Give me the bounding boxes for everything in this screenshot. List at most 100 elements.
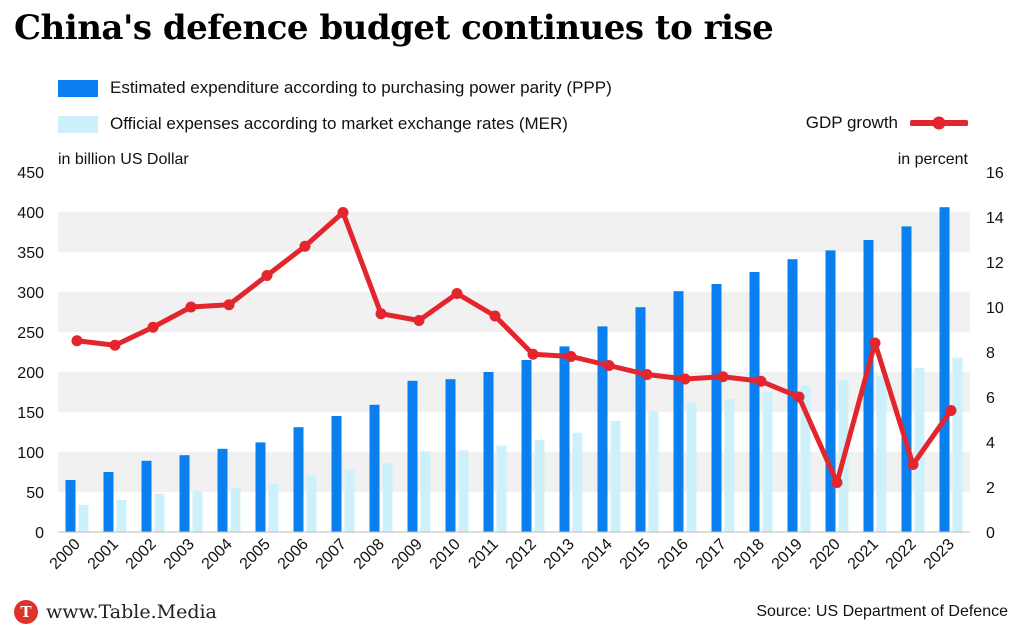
y-tick-label: 0: [35, 525, 44, 542]
bar-mer: [534, 440, 545, 532]
bar-ppp: [901, 226, 912, 532]
y2-tick-label: 6: [986, 390, 995, 407]
gdp-point: [413, 315, 425, 326]
bar-ppp: [521, 360, 532, 532]
bar-ppp: [293, 427, 304, 532]
gdp-point: [641, 369, 653, 380]
grid-band: [58, 372, 970, 412]
gdp-point: [185, 301, 197, 313]
bar-ppp: [369, 404, 380, 532]
y2-tick-label: 8: [986, 345, 995, 362]
y-tick-label: 200: [17, 365, 44, 382]
y-tick-label: 150: [17, 405, 44, 422]
gdp-point: [831, 477, 843, 488]
bar-mer: [78, 504, 89, 532]
bar-mer: [648, 411, 659, 532]
bar-mer: [724, 399, 735, 532]
bar-mer: [914, 368, 925, 532]
y2-tick-label: 10: [986, 300, 1004, 317]
x-tick-label: 2011: [465, 536, 501, 572]
gdp-point: [603, 360, 615, 371]
gdp-point: [71, 335, 83, 347]
bar-mer: [800, 385, 811, 532]
bar-ppp: [217, 448, 228, 532]
bar-ppp: [711, 284, 722, 532]
bar-ppp: [483, 372, 494, 532]
x-tick-label: 2021: [845, 536, 882, 573]
bar-mer: [306, 475, 317, 532]
gdp-point: [375, 308, 387, 320]
gdp-point: [527, 348, 539, 360]
x-tick-label: 2005: [237, 536, 274, 573]
gdp-point: [565, 351, 577, 362]
bar-ppp: [445, 379, 456, 532]
x-tick-label: 2020: [807, 536, 844, 573]
bar-mer: [192, 491, 203, 532]
bar-mer: [952, 357, 963, 532]
brand: T www.Table.Media: [14, 600, 217, 624]
gdp-point: [223, 299, 235, 311]
y2-tick-label: 4: [986, 435, 995, 452]
x-tick-label: 2016: [655, 536, 692, 573]
bar-mer: [382, 463, 393, 532]
y-tick-label: 400: [17, 205, 44, 222]
legend-label-gdp: GDP growth: [805, 113, 898, 132]
bar-ppp: [65, 480, 76, 532]
legend-label-ppp: Estimated expenditure according to purch…: [110, 78, 612, 97]
y-tick-label: 450: [17, 165, 44, 182]
x-tick-label: 2019: [769, 536, 806, 573]
grid-band: [58, 292, 970, 332]
bar-mer: [268, 484, 279, 532]
gdp-point: [261, 270, 273, 281]
bar-mer: [762, 392, 773, 532]
bar-mer: [154, 493, 165, 532]
bar-mer: [420, 451, 431, 532]
bar-ppp: [825, 250, 836, 532]
bar-mer: [876, 376, 887, 532]
y-tick-label: 100: [17, 445, 44, 462]
x-tick-label: 2002: [123, 536, 160, 573]
bar-ppp: [559, 346, 570, 532]
bar-mer: [344, 469, 355, 532]
bar-ppp: [863, 240, 874, 532]
x-tick-label: 2015: [617, 536, 654, 573]
gdp-point: [451, 288, 463, 299]
y2-tick-label: 14: [986, 210, 1004, 227]
x-tick-label: 2006: [275, 536, 312, 573]
legend-label-mer: Official expenses according to market ex…: [110, 114, 568, 133]
gdp-point: [489, 310, 501, 322]
gdp-point: [869, 337, 881, 349]
bar-ppp: [597, 326, 608, 532]
y2-tick-label: 0: [986, 525, 995, 542]
bar-ppp: [103, 472, 114, 532]
bar-mer: [572, 432, 583, 532]
legend-line-gdp: [910, 116, 968, 130]
gdp-point: [109, 339, 121, 351]
gdp-point: [793, 391, 805, 403]
bar-mer: [610, 420, 621, 532]
y-tick-label: 300: [17, 285, 44, 302]
legend-swatch-mer: [58, 115, 98, 133]
bar-mer: [686, 402, 697, 532]
x-tick-label: 2004: [199, 536, 236, 573]
bar-mer: [496, 445, 507, 532]
y2-tick-label: 2: [986, 480, 995, 497]
source-note: Source: US Department of Defence: [756, 603, 1008, 620]
x-tick-label: 2012: [503, 536, 540, 573]
x-tick-label: 2003: [161, 536, 198, 573]
gdp-point: [755, 375, 767, 387]
bar-ppp: [179, 455, 190, 532]
bar-ppp: [635, 307, 646, 532]
y-tick-label: 50: [26, 485, 44, 502]
x-tick-label: 2008: [351, 536, 388, 573]
x-tick-label: 2009: [389, 536, 426, 573]
gdp-point: [945, 405, 957, 416]
bar-ppp: [255, 442, 266, 532]
x-tick-label: 2014: [579, 536, 616, 573]
left-axis-title: in billion US Dollar: [58, 151, 189, 168]
legend-item-mer: Official expenses according to market ex…: [58, 114, 568, 134]
gdp-point: [299, 240, 311, 252]
bar-ppp: [141, 460, 152, 532]
x-tick-label: 2018: [731, 536, 768, 573]
gdp-point: [337, 207, 349, 218]
